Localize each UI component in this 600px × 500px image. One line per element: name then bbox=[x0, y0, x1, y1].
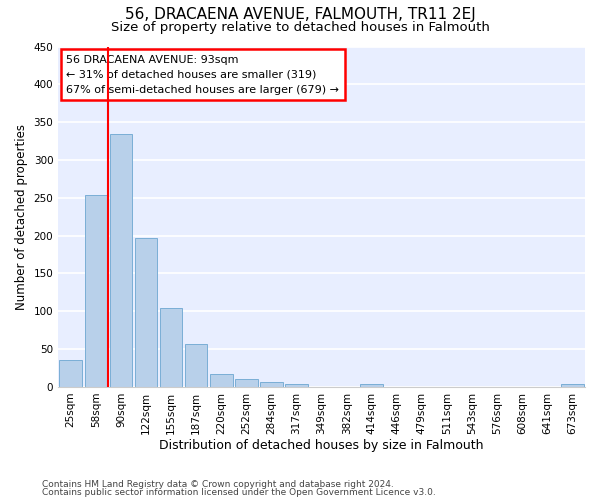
Bar bbox=[260, 382, 283, 387]
Bar bbox=[185, 344, 208, 387]
Bar bbox=[235, 380, 257, 387]
Text: Size of property relative to detached houses in Falmouth: Size of property relative to detached ho… bbox=[110, 21, 490, 34]
Bar bbox=[361, 384, 383, 387]
X-axis label: Distribution of detached houses by size in Falmouth: Distribution of detached houses by size … bbox=[160, 440, 484, 452]
Text: Contains public sector information licensed under the Open Government Licence v3: Contains public sector information licen… bbox=[42, 488, 436, 497]
Text: 56 DRACAENA AVENUE: 93sqm
← 31% of detached houses are smaller (319)
67% of semi: 56 DRACAENA AVENUE: 93sqm ← 31% of detac… bbox=[66, 55, 339, 94]
Bar bbox=[59, 360, 82, 387]
Text: 56, DRACAENA AVENUE, FALMOUTH, TR11 2EJ: 56, DRACAENA AVENUE, FALMOUTH, TR11 2EJ bbox=[125, 8, 475, 22]
Text: Contains HM Land Registry data © Crown copyright and database right 2024.: Contains HM Land Registry data © Crown c… bbox=[42, 480, 394, 489]
Bar bbox=[110, 134, 132, 387]
Bar bbox=[134, 238, 157, 387]
Bar bbox=[561, 384, 584, 387]
Bar bbox=[210, 374, 233, 387]
Y-axis label: Number of detached properties: Number of detached properties bbox=[15, 124, 28, 310]
Bar bbox=[85, 195, 107, 387]
Bar bbox=[160, 308, 182, 387]
Bar bbox=[285, 384, 308, 387]
